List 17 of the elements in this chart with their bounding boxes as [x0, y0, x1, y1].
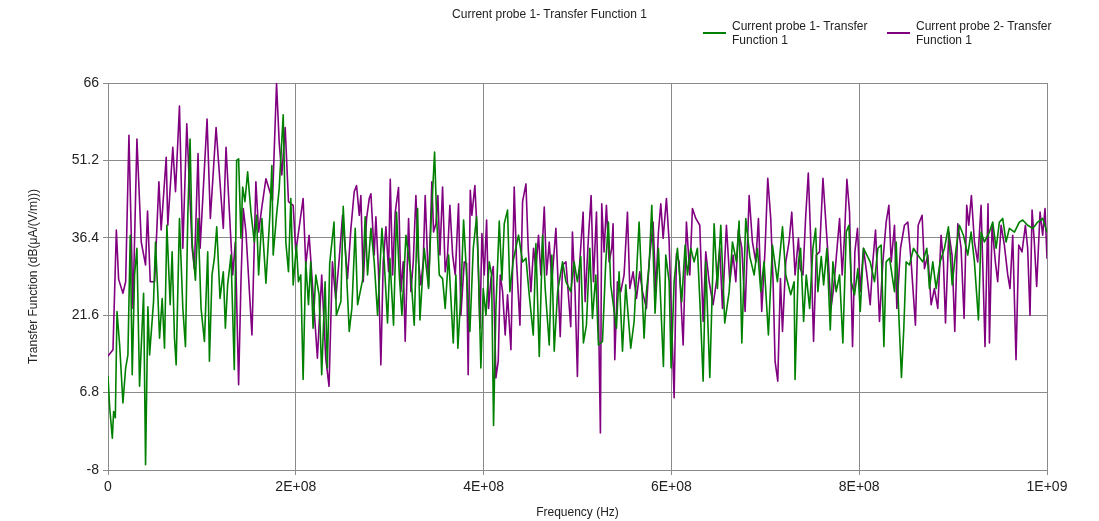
legend-label: Current probe 2- Transfer Function 1 — [916, 19, 1053, 47]
y-tick-label: 36.4 — [71, 228, 100, 245]
legend-label: Current probe 1- Transfer Function 1 — [732, 19, 869, 47]
x-tick-label: 2E+08 — [275, 478, 317, 495]
x-tick-label: 6E+08 — [650, 478, 693, 495]
y-tick-label: 66 — [83, 73, 100, 90]
x-tick-label: 4E+08 — [463, 478, 505, 495]
x-tick-label: 8E+08 — [838, 478, 880, 495]
y-tick-label: 21.6 — [71, 306, 100, 323]
x-tick-label: 1E+09 — [1026, 478, 1068, 495]
y-tick-label: 51.2 — [71, 151, 100, 168]
chart-title: Current probe 1- Transfer Function 1 — [452, 7, 647, 21]
y-tick-label: -8 — [86, 460, 100, 477]
x-axis-title: Frequency (Hz) — [536, 505, 619, 520]
y-tick-label: 6.8 — [79, 383, 100, 400]
x-tick-label: 0 — [104, 478, 113, 495]
y-axis-title: Transfer Function (dB(μA/(V/m))) — [25, 188, 40, 365]
